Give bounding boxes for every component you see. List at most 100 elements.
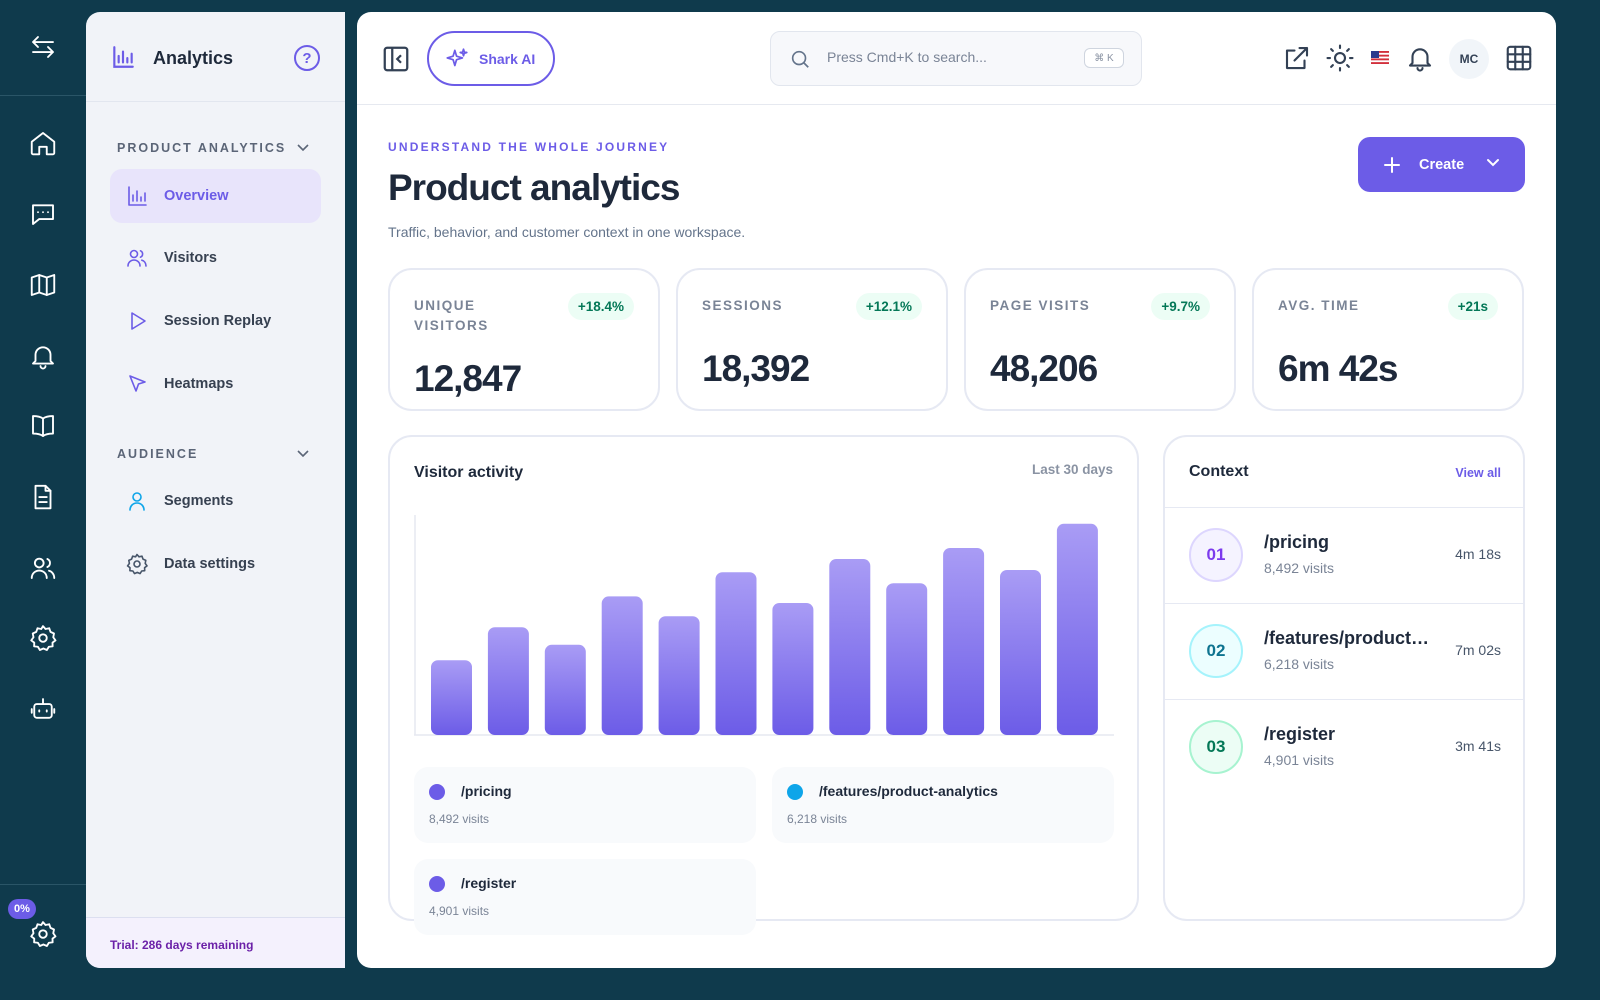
legend-item[interactable]: /features/product-analytics 6,218 visits bbox=[772, 767, 1114, 843]
sidebar-item-label: Overview bbox=[164, 188, 229, 204]
chart-bar[interactable] bbox=[886, 583, 928, 735]
visitor-activity-chart bbox=[414, 515, 1114, 736]
chart-bar[interactable] bbox=[715, 572, 757, 735]
create-button[interactable]: Create bbox=[1358, 137, 1525, 192]
stat-delta-badge: +9.7% bbox=[1151, 293, 1210, 320]
stat-label: PAGE VISITS bbox=[990, 298, 1091, 313]
chart-title: Visitor activity bbox=[414, 464, 524, 481]
us-flag-icon[interactable] bbox=[1371, 51, 1389, 64]
rank-badge: 02 bbox=[1189, 624, 1243, 678]
book-icon[interactable] bbox=[23, 406, 63, 446]
swap-arrows-icon[interactable] bbox=[23, 27, 63, 67]
robot-icon[interactable] bbox=[23, 689, 63, 729]
visitor-activity-card: Visitor activity Last 30 days /pricing 8… bbox=[388, 435, 1139, 935]
context-row[interactable]: 03 /register 4,901 visits 3m 41s bbox=[1165, 700, 1523, 796]
context-path: /features/product-analytics bbox=[1264, 628, 1434, 648]
sidebar-item-session-replay[interactable]: Session Replay bbox=[110, 294, 321, 348]
grid-apps-icon[interactable] bbox=[1504, 43, 1534, 73]
document-icon[interactable] bbox=[23, 477, 63, 517]
chat-icon[interactable] bbox=[23, 194, 63, 234]
map-icon[interactable] bbox=[23, 265, 63, 305]
sidebar-item-heatmaps[interactable]: Heatmaps bbox=[110, 357, 321, 411]
legend-name: /pricing bbox=[461, 783, 512, 799]
view-all-link[interactable]: View all bbox=[1455, 466, 1501, 480]
avatar[interactable]: MC bbox=[1449, 39, 1489, 79]
sidebar-item-data-settings[interactable]: Data settings bbox=[110, 537, 321, 591]
stat-label: UNIQUE VISITORS bbox=[414, 298, 489, 333]
search-input[interactable]: Press Cmd+K to search... ⌘ K bbox=[770, 31, 1142, 86]
context-time: 4m 18s bbox=[1455, 546, 1501, 562]
shark-ai-button[interactable]: Shark AI bbox=[427, 31, 555, 86]
page-eyebrow: UNDERSTAND THE WHOLE JOURNEY bbox=[388, 140, 670, 154]
legend-name: /features/product-analytics bbox=[819, 783, 998, 799]
notifications-bell-icon[interactable] bbox=[1405, 43, 1435, 73]
legend-dot bbox=[429, 784, 445, 800]
chart-bar[interactable] bbox=[1056, 523, 1098, 735]
context-time: 3m 41s bbox=[1455, 738, 1501, 754]
trial-footer[interactable]: Trial: 286 days remaining bbox=[86, 917, 345, 968]
help-icon[interactable]: ? bbox=[294, 45, 320, 71]
stat-label: SESSIONS bbox=[702, 298, 784, 313]
chevron-down-icon[interactable] bbox=[296, 140, 310, 154]
stat-delta-badge: +18.4% bbox=[567, 293, 634, 320]
context-row[interactable]: 01 /pricing 8,492 visits 4m 18s bbox=[1165, 508, 1523, 604]
icon-rail: 0% bbox=[0, 0, 86, 980]
legend-item[interactable]: /register 4,901 visits bbox=[414, 859, 756, 935]
sidebar-item-label: Data settings bbox=[164, 556, 256, 572]
chart-bar[interactable] bbox=[1000, 570, 1041, 735]
external-link-icon[interactable] bbox=[1282, 43, 1312, 73]
settings-icon[interactable] bbox=[23, 618, 63, 658]
context-card: Context View all 01 /pricing 8,492 visit… bbox=[1163, 435, 1525, 921]
sidebar-item-visitors[interactable]: Visitors bbox=[110, 231, 321, 285]
stat-card-page-visits[interactable]: PAGE VISITS +9.7% 48,206 bbox=[964, 268, 1236, 411]
chart-bar[interactable] bbox=[544, 644, 586, 735]
chart-bar[interactable] bbox=[601, 596, 643, 735]
plus-icon bbox=[1384, 156, 1400, 173]
legend-visits: 8,492 visits bbox=[429, 812, 490, 826]
chart-bar[interactable] bbox=[829, 559, 871, 735]
sparkles-icon bbox=[446, 47, 468, 66]
sidebar-toggle-icon[interactable] bbox=[381, 44, 411, 74]
context-visits: 6,218 visits bbox=[1264, 656, 1335, 672]
stat-card-sessions[interactable]: SESSIONS +12.1% 18,392 bbox=[676, 268, 948, 411]
context-path: /register bbox=[1264, 724, 1336, 744]
context-header: Context View all bbox=[1165, 437, 1523, 508]
rail-header bbox=[0, 0, 86, 96]
stat-card-avg-time[interactable]: AVG. TIME +21s 6m 42s bbox=[1252, 268, 1524, 411]
context-row[interactable]: 02 /features/product-analytics 6,218 vis… bbox=[1165, 604, 1523, 700]
legend-dot bbox=[429, 876, 445, 892]
rank-badge: 03 bbox=[1189, 720, 1243, 774]
stat-card-unique-visitors[interactable]: UNIQUE VISITORS +18.4% 12,847 bbox=[388, 268, 660, 411]
sun-icon[interactable] bbox=[1325, 43, 1355, 73]
context-visits: 4,901 visits bbox=[1264, 752, 1335, 768]
chart-bar[interactable] bbox=[431, 660, 472, 735]
bell-icon[interactable] bbox=[23, 336, 63, 376]
chevron-down-icon[interactable] bbox=[296, 446, 310, 460]
chart-bar[interactable] bbox=[658, 616, 700, 735]
rank-badge: 01 bbox=[1189, 528, 1243, 582]
rail-divider bbox=[0, 884, 86, 885]
sidebar-item-overview[interactable]: Overview bbox=[110, 169, 321, 223]
section-audience: AUDIENCE bbox=[117, 447, 199, 461]
sidebar-item-label: Segments bbox=[164, 493, 234, 509]
settings-icon[interactable] bbox=[23, 914, 63, 954]
chart-bar[interactable] bbox=[772, 603, 814, 735]
legend-item[interactable]: /pricing 8,492 visits bbox=[414, 767, 756, 843]
chart-bar[interactable] bbox=[487, 627, 529, 735]
sidebar-item-label: Session Replay bbox=[164, 313, 272, 329]
chart-bar[interactable] bbox=[943, 548, 985, 735]
legend-visits: 4,901 visits bbox=[429, 904, 490, 918]
stat-delta-badge: +21s bbox=[1447, 293, 1498, 320]
gear-icon bbox=[126, 553, 148, 575]
sidebar-item-label: Heatmaps bbox=[164, 376, 234, 392]
sidebar-header: Analytics ? bbox=[86, 12, 345, 102]
top-bar: Shark AI Press Cmd+K to search... ⌘ K MC bbox=[357, 12, 1556, 105]
date-range-label[interactable]: Last 30 days bbox=[1031, 462, 1113, 477]
create-label: Create bbox=[1419, 156, 1465, 173]
shark-ai-label: Shark AI bbox=[479, 50, 536, 67]
sidebar-item-segments[interactable]: Segments bbox=[110, 474, 321, 528]
users-icon[interactable] bbox=[23, 548, 63, 588]
home-icon[interactable] bbox=[23, 123, 63, 163]
stat-value: 48,206 bbox=[990, 348, 1098, 389]
stat-value: 18,392 bbox=[702, 348, 810, 389]
